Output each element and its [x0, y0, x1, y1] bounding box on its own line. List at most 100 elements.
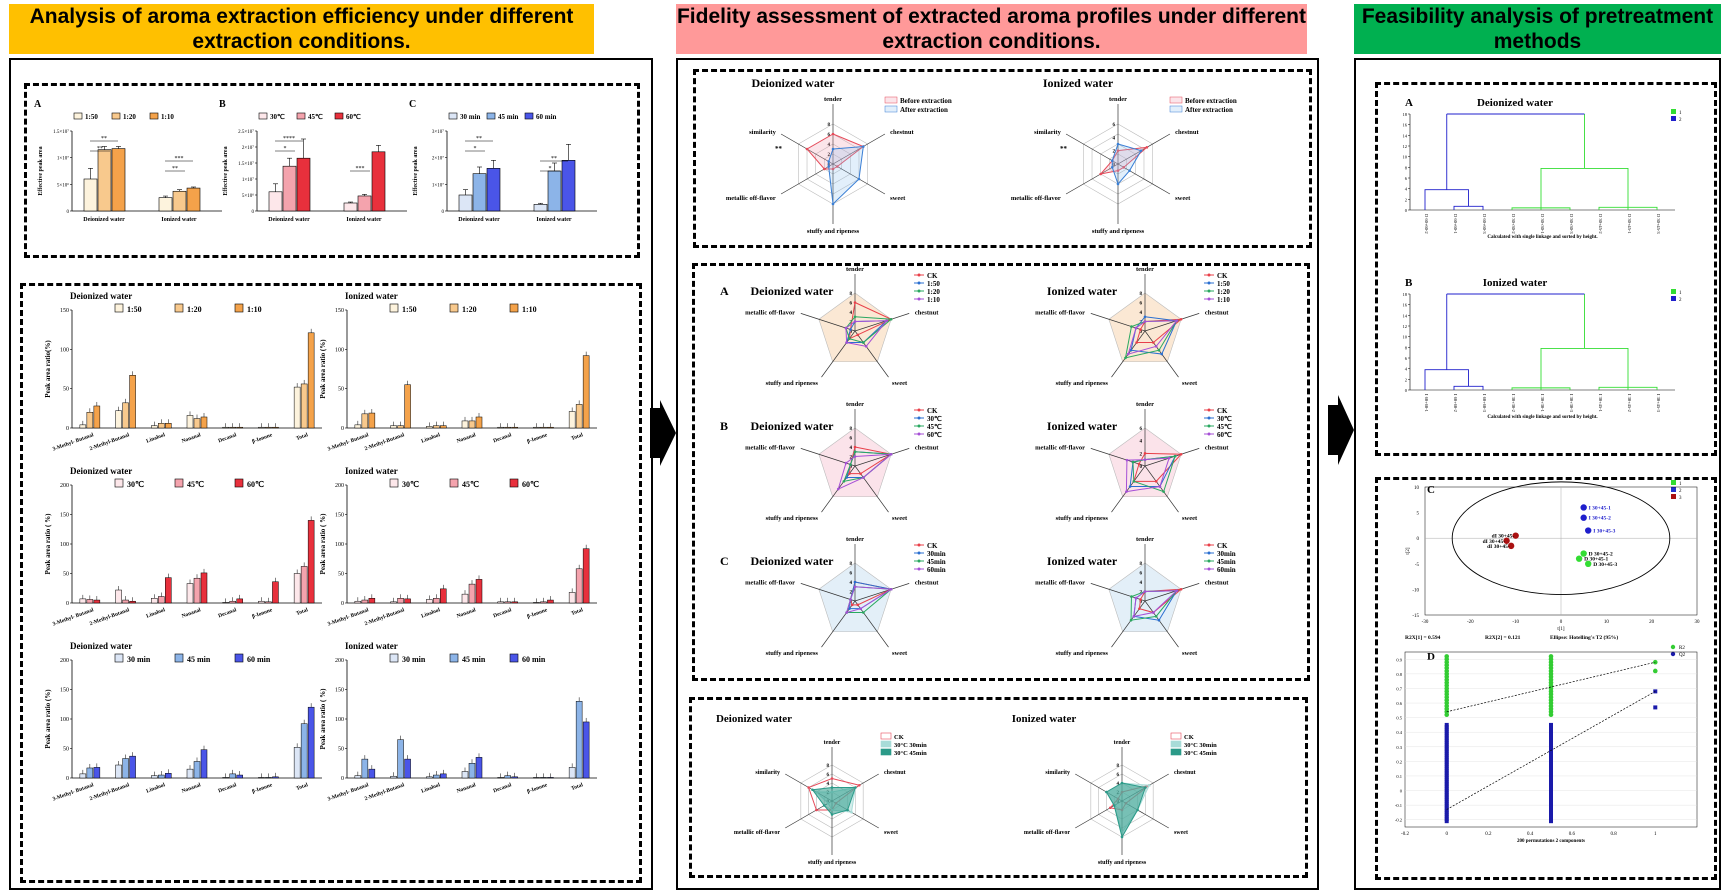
- y-tick-label: 2: [1405, 377, 1407, 382]
- radar-axis-label: metallic off-flavor: [726, 195, 776, 202]
- x-tick-label: 0: [1560, 620, 1563, 625]
- x-tick-label: -10: [1512, 620, 1519, 625]
- bar: [93, 599, 101, 604]
- radar-axis-label: sweet: [1182, 380, 1198, 387]
- radar-axis-label: chestnut: [1174, 770, 1196, 776]
- radar-axis-label: chestnut: [915, 310, 939, 317]
- legend-marker: [917, 408, 921, 412]
- category-label: 2-Methyl-Butanal: [364, 432, 406, 452]
- radar-point: [889, 587, 893, 591]
- y-axis-label: Peak area ratio ( %): [319, 513, 327, 575]
- q2-point: [1444, 729, 1449, 734]
- y-tick-label: 50: [63, 572, 69, 578]
- legend-label: 45℃: [462, 480, 479, 489]
- y-tick-label: 10: [1403, 335, 1408, 340]
- radar-point: [811, 788, 814, 792]
- category-label: Decanal: [218, 782, 238, 794]
- bar: [293, 747, 301, 779]
- x-tick-label: 0: [1445, 832, 1448, 837]
- y-tick-label: 100: [335, 542, 344, 548]
- chart-title: Ionized water: [1483, 277, 1548, 289]
- radar-point: [857, 783, 861, 787]
- q2-point: [1549, 742, 1553, 747]
- radar-axis-label: chestnut: [1205, 310, 1229, 317]
- point-label: D 30+45-1: [1584, 557, 1608, 563]
- leaf-label: I 60+60-3: [1482, 394, 1487, 413]
- radar-top-0: Deionized water tender chestnut sweet stuffy…: [726, 76, 952, 235]
- legend-label: 1: [1679, 291, 1682, 296]
- radar-tick-label: 2: [828, 153, 831, 158]
- bar: [200, 572, 208, 604]
- y-tick-label: 0: [1400, 789, 1403, 794]
- legend-swatch: [1170, 740, 1182, 748]
- radar-point: [1132, 615, 1136, 618]
- legend-label: 1:50: [927, 280, 940, 288]
- bar: [468, 763, 476, 779]
- legend-label: 60℃: [1217, 431, 1232, 439]
- radar-point: [1125, 490, 1128, 493]
- radar-point: [1126, 352, 1130, 356]
- bar: [547, 599, 554, 604]
- chart-title: Deionized water: [751, 554, 835, 568]
- x-tick-label: 0.8: [1610, 832, 1617, 837]
- radar-series: [848, 301, 893, 340]
- radar-point: [1157, 618, 1161, 622]
- radar-point: [831, 167, 835, 171]
- bar: [282, 165, 297, 212]
- legend-swatch: [509, 303, 519, 313]
- radar-axis: [1144, 583, 1200, 602]
- legend-swatch: [174, 653, 184, 663]
- bar: [511, 776, 518, 779]
- q2-point: [1549, 784, 1553, 789]
- radar-series: [828, 145, 864, 206]
- y-axis-label: Peak area ratio ( %): [319, 688, 327, 750]
- bar: [582, 548, 590, 604]
- q2-point: [1444, 792, 1449, 797]
- radar-axis-label: similarity: [755, 770, 780, 776]
- panel-letter: C: [1427, 484, 1435, 496]
- bar: [354, 600, 362, 604]
- q2-point: [1549, 733, 1553, 738]
- leaf-label: D 60+60-1: [1453, 214, 1458, 234]
- radar-tick-label: 8: [850, 427, 853, 432]
- category-label: β-Ionone: [526, 782, 548, 795]
- q2-point: [1444, 733, 1449, 738]
- radar-point: [846, 808, 849, 812]
- radar-tick-label: 6: [1140, 572, 1143, 577]
- legend-marker: [917, 281, 921, 285]
- legend-label: 30 min: [460, 113, 481, 121]
- q2-point: [1549, 727, 1553, 732]
- blue-cluster: [1424, 114, 1484, 210]
- legend-label: 60min: [927, 566, 946, 574]
- y-tick-label: 0.7: [1396, 686, 1402, 691]
- bar: [165, 577, 172, 604]
- y-tick-label: 200: [60, 483, 69, 489]
- bar: [533, 602, 540, 604]
- radar-point: [1110, 166, 1114, 169]
- q2-point: [1444, 736, 1449, 741]
- legend-label: 3: [1679, 496, 1682, 501]
- radar-point: [859, 472, 862, 475]
- q2-point: [1549, 738, 1553, 743]
- bar: [158, 774, 165, 779]
- y-tick-label: 16: [1403, 303, 1408, 308]
- radar-tick-label: 0: [1140, 330, 1143, 335]
- y-tick-label: 1×10⁷: [242, 177, 254, 183]
- q2-point: [1444, 764, 1449, 769]
- bar: [433, 425, 440, 429]
- radar-point: [836, 487, 840, 491]
- q2-point: [1444, 795, 1449, 800]
- y-tick-label: 2×10⁷: [432, 156, 444, 162]
- radar-tick-label: 6: [850, 572, 853, 577]
- r2-regression-line: [1446, 661, 1656, 713]
- bar: [497, 777, 504, 779]
- legend-swatch: [114, 303, 124, 313]
- legend-label: 30°C 45min: [1184, 750, 1217, 757]
- legend-swatch: [1169, 105, 1183, 113]
- radar-point: [849, 463, 852, 466]
- bar: [533, 204, 548, 212]
- y-tick-label: 1×10⁷: [57, 156, 69, 162]
- radar-point: [1128, 485, 1132, 488]
- bar: [533, 777, 540, 779]
- bar: [300, 566, 308, 604]
